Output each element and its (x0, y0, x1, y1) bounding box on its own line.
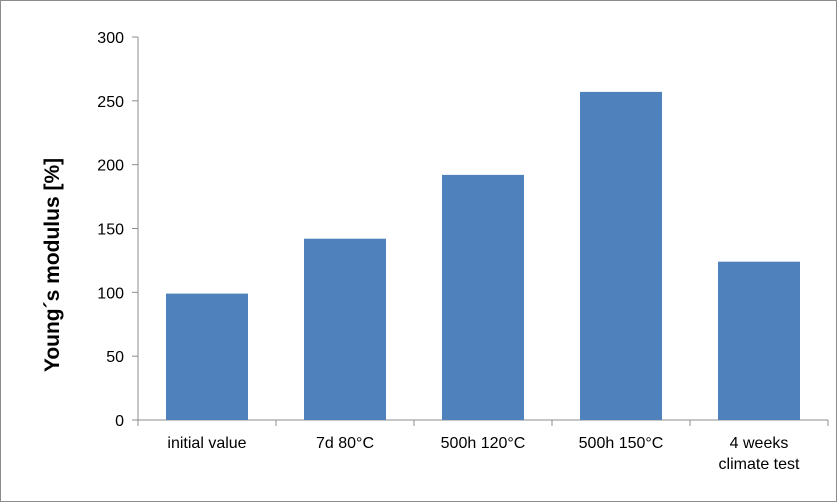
x-tick-label: 500h 120°C (441, 435, 526, 452)
y-axis-title: Young´s modulus [%] (41, 158, 64, 372)
bar (442, 174, 524, 420)
y-ticks: 0 50 100 150 200 250 300 (97, 30, 138, 430)
y-tick-label: 200 (97, 158, 124, 175)
y-tick-label: 50 (106, 349, 124, 366)
y-tick-label: 0 (115, 413, 124, 430)
y-tick-label: 300 (97, 30, 124, 47)
y-tick-label: 150 (97, 222, 124, 239)
x-tick-label: 4 weeks climate test (719, 435, 800, 473)
y-tick-label: 250 (97, 94, 124, 111)
bar (580, 91, 662, 420)
bar (304, 238, 386, 420)
bar (718, 261, 800, 420)
bar (166, 293, 248, 420)
x-tick-label: initial value (167, 435, 246, 452)
x-labels: initial value 7d 80°C 500h 120°C 500h 150°C… (167, 435, 800, 473)
y-tick-label: 100 (97, 285, 124, 302)
x-tick-label: 7d 80°C (316, 435, 374, 452)
x-tick-label: 500h 150°C (579, 435, 664, 452)
bars (166, 91, 800, 420)
